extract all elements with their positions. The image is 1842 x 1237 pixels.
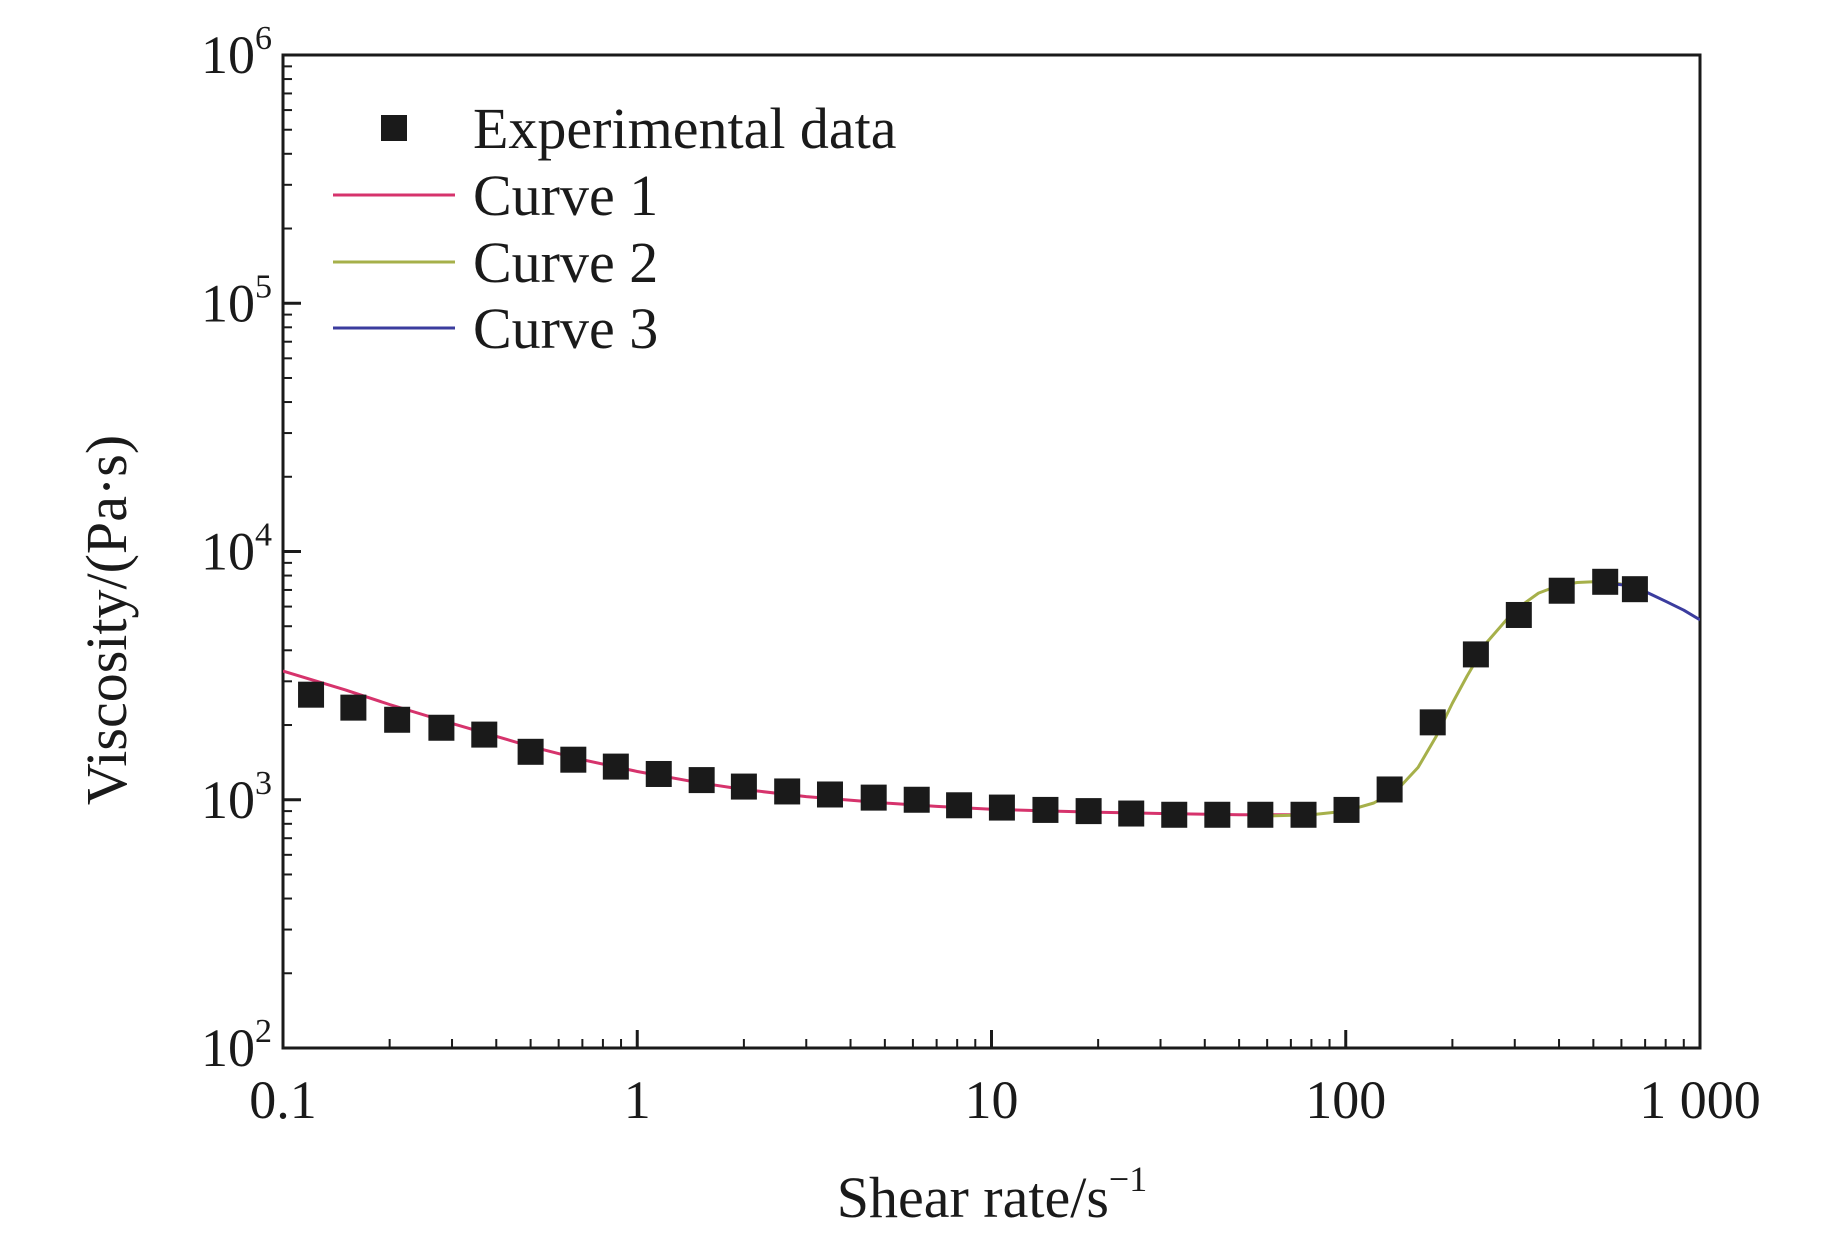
data-point — [860, 784, 887, 811]
x-tick-label: 10 — [965, 1070, 1019, 1130]
y-tick-label: 104 — [201, 517, 272, 582]
series-lines — [283, 580, 1700, 818]
y-tick-base: 10 — [201, 1018, 255, 1078]
data-point — [730, 773, 757, 800]
experimental-data-markers — [298, 568, 1648, 828]
data-point — [1290, 801, 1317, 828]
y-tick-exponent: 6 — [255, 20, 272, 57]
y-tick-exponent: 2 — [255, 1013, 272, 1050]
legend-marker — [381, 115, 407, 141]
data-point — [560, 746, 587, 773]
data-point — [1592, 568, 1619, 595]
x-tick-label: 0.1 — [249, 1070, 317, 1130]
x-axis-title: Shear rate/s−1 — [837, 1159, 1147, 1230]
y-tick-label: 106 — [201, 20, 272, 85]
series-line-2 — [1267, 580, 1622, 818]
data-point — [384, 706, 411, 733]
y-tick-exponent: 4 — [255, 517, 272, 554]
data-point — [1505, 601, 1532, 628]
data-point — [1247, 801, 1274, 828]
legend-label: Curve 1 — [473, 163, 658, 228]
y-tick-base: 10 — [201, 522, 255, 582]
data-point — [1419, 709, 1446, 736]
x-axis-title-text: Shear rate/s — [837, 1165, 1109, 1230]
data-point — [1032, 796, 1059, 823]
minor-ticks — [283, 65, 1685, 1048]
y-tick-label: 105 — [201, 268, 272, 333]
legend-label: Experimental data — [473, 96, 897, 161]
data-point — [1376, 776, 1403, 803]
data-point — [428, 714, 455, 741]
data-point — [1204, 801, 1231, 828]
y-tick-label: 102 — [201, 1013, 272, 1078]
y-tick-label: 103 — [201, 765, 272, 830]
data-point — [1075, 798, 1102, 825]
x-tick-labels: 0.1 1 10 100 1 000 — [249, 1070, 1761, 1130]
data-point — [1161, 801, 1188, 828]
data-point — [645, 760, 672, 787]
data-point — [903, 786, 930, 813]
data-point — [774, 778, 801, 805]
series-line-3 — [1607, 581, 1700, 622]
data-point — [816, 781, 843, 808]
data-point — [1621, 576, 1648, 603]
major-ticks — [281, 53, 1702, 1050]
data-point — [1548, 577, 1575, 604]
data-point — [988, 794, 1015, 821]
data-point — [340, 694, 367, 721]
data-point — [602, 753, 629, 780]
y-tick-base: 10 — [201, 25, 255, 85]
y-axis-title: Viscosity/(Pa·s) — [74, 435, 139, 805]
data-point — [1118, 800, 1145, 827]
data-point — [1462, 641, 1489, 668]
data-point — [471, 721, 498, 748]
legend-label: Curve 2 — [473, 230, 658, 295]
data-point — [946, 792, 973, 819]
legend-label: Curve 3 — [473, 296, 658, 361]
x-tick-label: 100 — [1305, 1070, 1386, 1130]
data-point — [517, 738, 544, 765]
y-tick-base: 10 — [201, 770, 255, 830]
y-tick-exponent: 3 — [255, 765, 272, 802]
x-axis-title-sup: −1 — [1109, 1159, 1147, 1199]
x-tick-label: 1 000 — [1639, 1070, 1761, 1130]
y-tick-exponent: 5 — [255, 268, 272, 305]
data-point — [1333, 796, 1360, 823]
x-tick-label: 1 — [624, 1070, 651, 1130]
y-tick-base: 10 — [201, 273, 255, 333]
data-point — [688, 767, 715, 794]
data-point — [298, 681, 325, 708]
